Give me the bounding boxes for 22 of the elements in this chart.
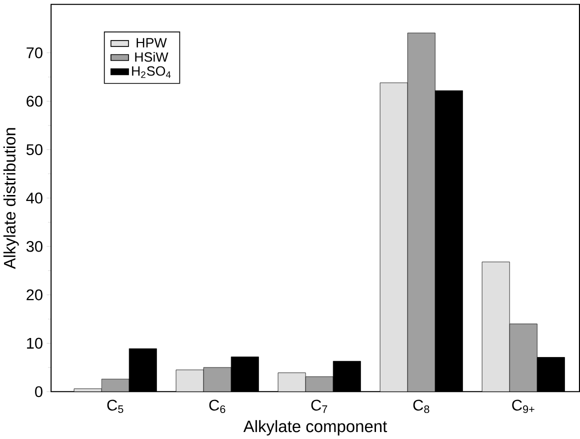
y-tick-label: 40 bbox=[26, 192, 42, 204]
y-tick-label: 0 bbox=[35, 386, 42, 398]
legend-label: HSiW bbox=[135, 52, 168, 62]
y-tick-label: 70 bbox=[26, 47, 42, 58]
x-tick-label: C$_{7}$ bbox=[311, 400, 328, 413]
x-tick-label: C$_{8}$ bbox=[413, 400, 430, 414]
bar bbox=[278, 372, 306, 392]
x-axis-title: Alkylate component bbox=[243, 420, 388, 436]
x-tick-label: C$_{5}$ bbox=[107, 400, 124, 413]
y-axis-title: Alkylate distribution bbox=[3, 128, 19, 270]
y-tick-label: 60 bbox=[26, 96, 42, 107]
bar bbox=[176, 370, 204, 392]
legend-label: HPW bbox=[136, 38, 167, 48]
legend-label: H$_{2}$SO$_{4}$ bbox=[132, 66, 171, 78]
bar bbox=[482, 262, 510, 392]
y-tick-label: 50 bbox=[26, 144, 42, 156]
y-tick-label: 20 bbox=[26, 289, 42, 300]
y-tick-label: 10 bbox=[27, 338, 42, 349]
x-tick-label: C$_{9+}$ bbox=[512, 400, 534, 414]
bar bbox=[380, 82, 408, 392]
x-tick-label: C$_{6}$ bbox=[209, 400, 226, 414]
y-tick-label: 30 bbox=[26, 241, 42, 252]
